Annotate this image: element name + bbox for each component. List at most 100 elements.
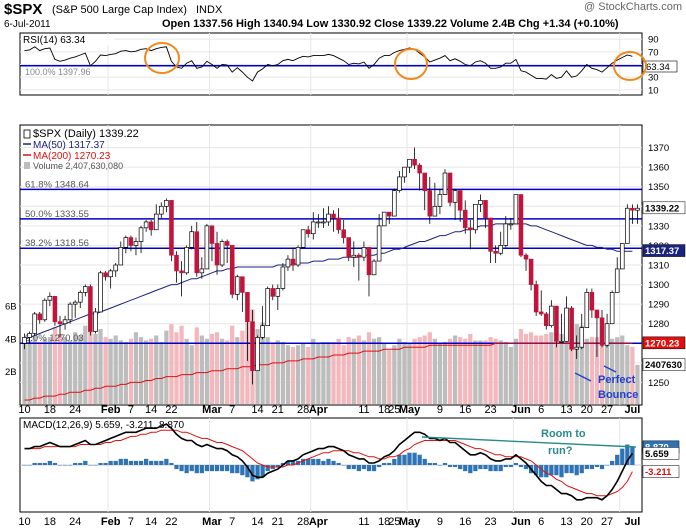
macd-histogram-bar bbox=[47, 460, 52, 465]
price-tick-label: 1290 bbox=[648, 300, 669, 311]
macd-histogram-bar bbox=[154, 460, 159, 465]
macd-histogram-bar bbox=[78, 462, 83, 465]
price-candle bbox=[57, 321, 63, 325]
volume-bar bbox=[290, 346, 296, 404]
price-candle bbox=[290, 258, 296, 266]
x-axis-label: 22 bbox=[165, 516, 177, 528]
x-axis-label: 18 bbox=[44, 516, 56, 528]
x-axis-label: 28 bbox=[297, 516, 309, 528]
macd-histogram-bar bbox=[103, 462, 108, 465]
price-candle bbox=[381, 211, 387, 227]
volume-bar bbox=[219, 338, 225, 404]
room-annotation-line1: Room to bbox=[541, 428, 586, 440]
price-candle bbox=[442, 172, 448, 195]
room-annotation-line2: run? bbox=[548, 445, 573, 457]
volume-bar bbox=[179, 325, 184, 404]
rsi-tick-label: 10 bbox=[648, 85, 659, 96]
price-candle bbox=[371, 260, 377, 276]
price-candle bbox=[321, 221, 326, 224]
macd-histogram-bar bbox=[133, 460, 139, 465]
price-candle bbox=[235, 276, 240, 295]
macd-histogram-bar bbox=[589, 465, 595, 470]
price-candle bbox=[83, 286, 88, 293]
volume-bar bbox=[133, 332, 139, 404]
volume-bar bbox=[427, 332, 432, 404]
price-candle bbox=[549, 305, 554, 327]
macd-histogram-bar bbox=[179, 465, 184, 472]
macd-histogram-bar bbox=[209, 465, 215, 472]
volume-bar bbox=[508, 346, 513, 404]
macd-signal-tag-box bbox=[642, 465, 680, 478]
macd-label: MACD(12,26,9) 5.659, -3.211, 8.870 bbox=[23, 420, 184, 431]
macd-histogram-bar bbox=[204, 465, 210, 472]
macd-histogram-bar bbox=[128, 460, 134, 465]
macd-histogram-bar bbox=[316, 458, 321, 465]
x-axis-label: 23 bbox=[484, 516, 496, 528]
volume-bar bbox=[442, 342, 448, 404]
volume-bar bbox=[67, 340, 73, 404]
price-candle bbox=[209, 225, 215, 244]
volume-bar bbox=[326, 342, 331, 404]
macd-signal-line bbox=[24, 429, 633, 497]
stockcharts-watermark: @ StockCharts.com bbox=[584, 1, 682, 13]
price-candle bbox=[468, 227, 473, 231]
macd-histogram-bar bbox=[498, 465, 503, 472]
volume-bar bbox=[245, 322, 250, 404]
volume-bar bbox=[635, 364, 640, 404]
price-candle bbox=[143, 221, 149, 229]
price-candle bbox=[503, 223, 509, 246]
volume-tick-label: 4B bbox=[5, 334, 17, 345]
macd-histogram-bar bbox=[468, 465, 473, 474]
macd-histogram-bar bbox=[579, 465, 584, 474]
macd-histogram-bar bbox=[336, 462, 341, 465]
price-candle bbox=[407, 158, 412, 168]
volume-bar bbox=[432, 338, 437, 404]
volume-bar bbox=[214, 332, 220, 404]
price-candle bbox=[47, 295, 53, 301]
x-axis-label: 14 bbox=[251, 516, 263, 528]
macd-histogram-bar bbox=[452, 465, 458, 468]
volume-bar bbox=[149, 338, 154, 404]
ma50-value-tag: 1317.37 bbox=[645, 246, 679, 257]
volume-bar bbox=[128, 338, 134, 404]
volume-bar bbox=[209, 333, 215, 404]
macd-signal-tag: -3.211 bbox=[645, 467, 672, 478]
macd-histogram-bar bbox=[437, 465, 443, 466]
macd-histogram-bar bbox=[189, 465, 194, 472]
volume-bar bbox=[589, 337, 595, 404]
volume-bar bbox=[493, 338, 498, 404]
price-candle bbox=[128, 237, 134, 246]
ma200-line bbox=[24, 342, 633, 401]
bounce-annotation-line1: Perfect bbox=[598, 374, 636, 386]
macd-histogram-bar bbox=[235, 465, 240, 474]
macd-histogram-bar bbox=[214, 465, 220, 472]
macd-value-tag-box bbox=[642, 447, 680, 460]
volume-bar bbox=[574, 324, 579, 404]
macd-histogram-bar bbox=[194, 465, 199, 474]
volume-bar bbox=[154, 335, 159, 404]
price-candle bbox=[285, 258, 291, 268]
price-candle bbox=[331, 213, 336, 219]
volume-bar bbox=[356, 335, 361, 404]
price-candle bbox=[118, 247, 124, 266]
x-axis-label: 24 bbox=[69, 404, 81, 416]
price-candle bbox=[361, 247, 367, 258]
price-candle bbox=[103, 272, 108, 278]
volume-bar bbox=[73, 332, 78, 404]
ma50-value-tag-box bbox=[642, 244, 686, 257]
volume-bar bbox=[260, 322, 265, 404]
price-candle bbox=[397, 176, 402, 191]
legend-candle-swatch bbox=[23, 129, 31, 139]
price-candle bbox=[589, 292, 595, 311]
price-candle bbox=[229, 245, 235, 295]
macd-histogram-bar bbox=[407, 452, 412, 465]
chart-date: 6-Jul-2011 bbox=[4, 19, 51, 30]
macd-histogram-bar bbox=[574, 465, 579, 476]
rsi-tick-label: 70 bbox=[648, 47, 659, 58]
fibonacci-label: 38.2% 1318.56 bbox=[25, 238, 89, 249]
macd-histogram-bar bbox=[366, 465, 372, 472]
macd-histogram-bar bbox=[67, 465, 73, 466]
macd-histogram-bar bbox=[123, 458, 128, 465]
volume-bar bbox=[361, 340, 367, 404]
